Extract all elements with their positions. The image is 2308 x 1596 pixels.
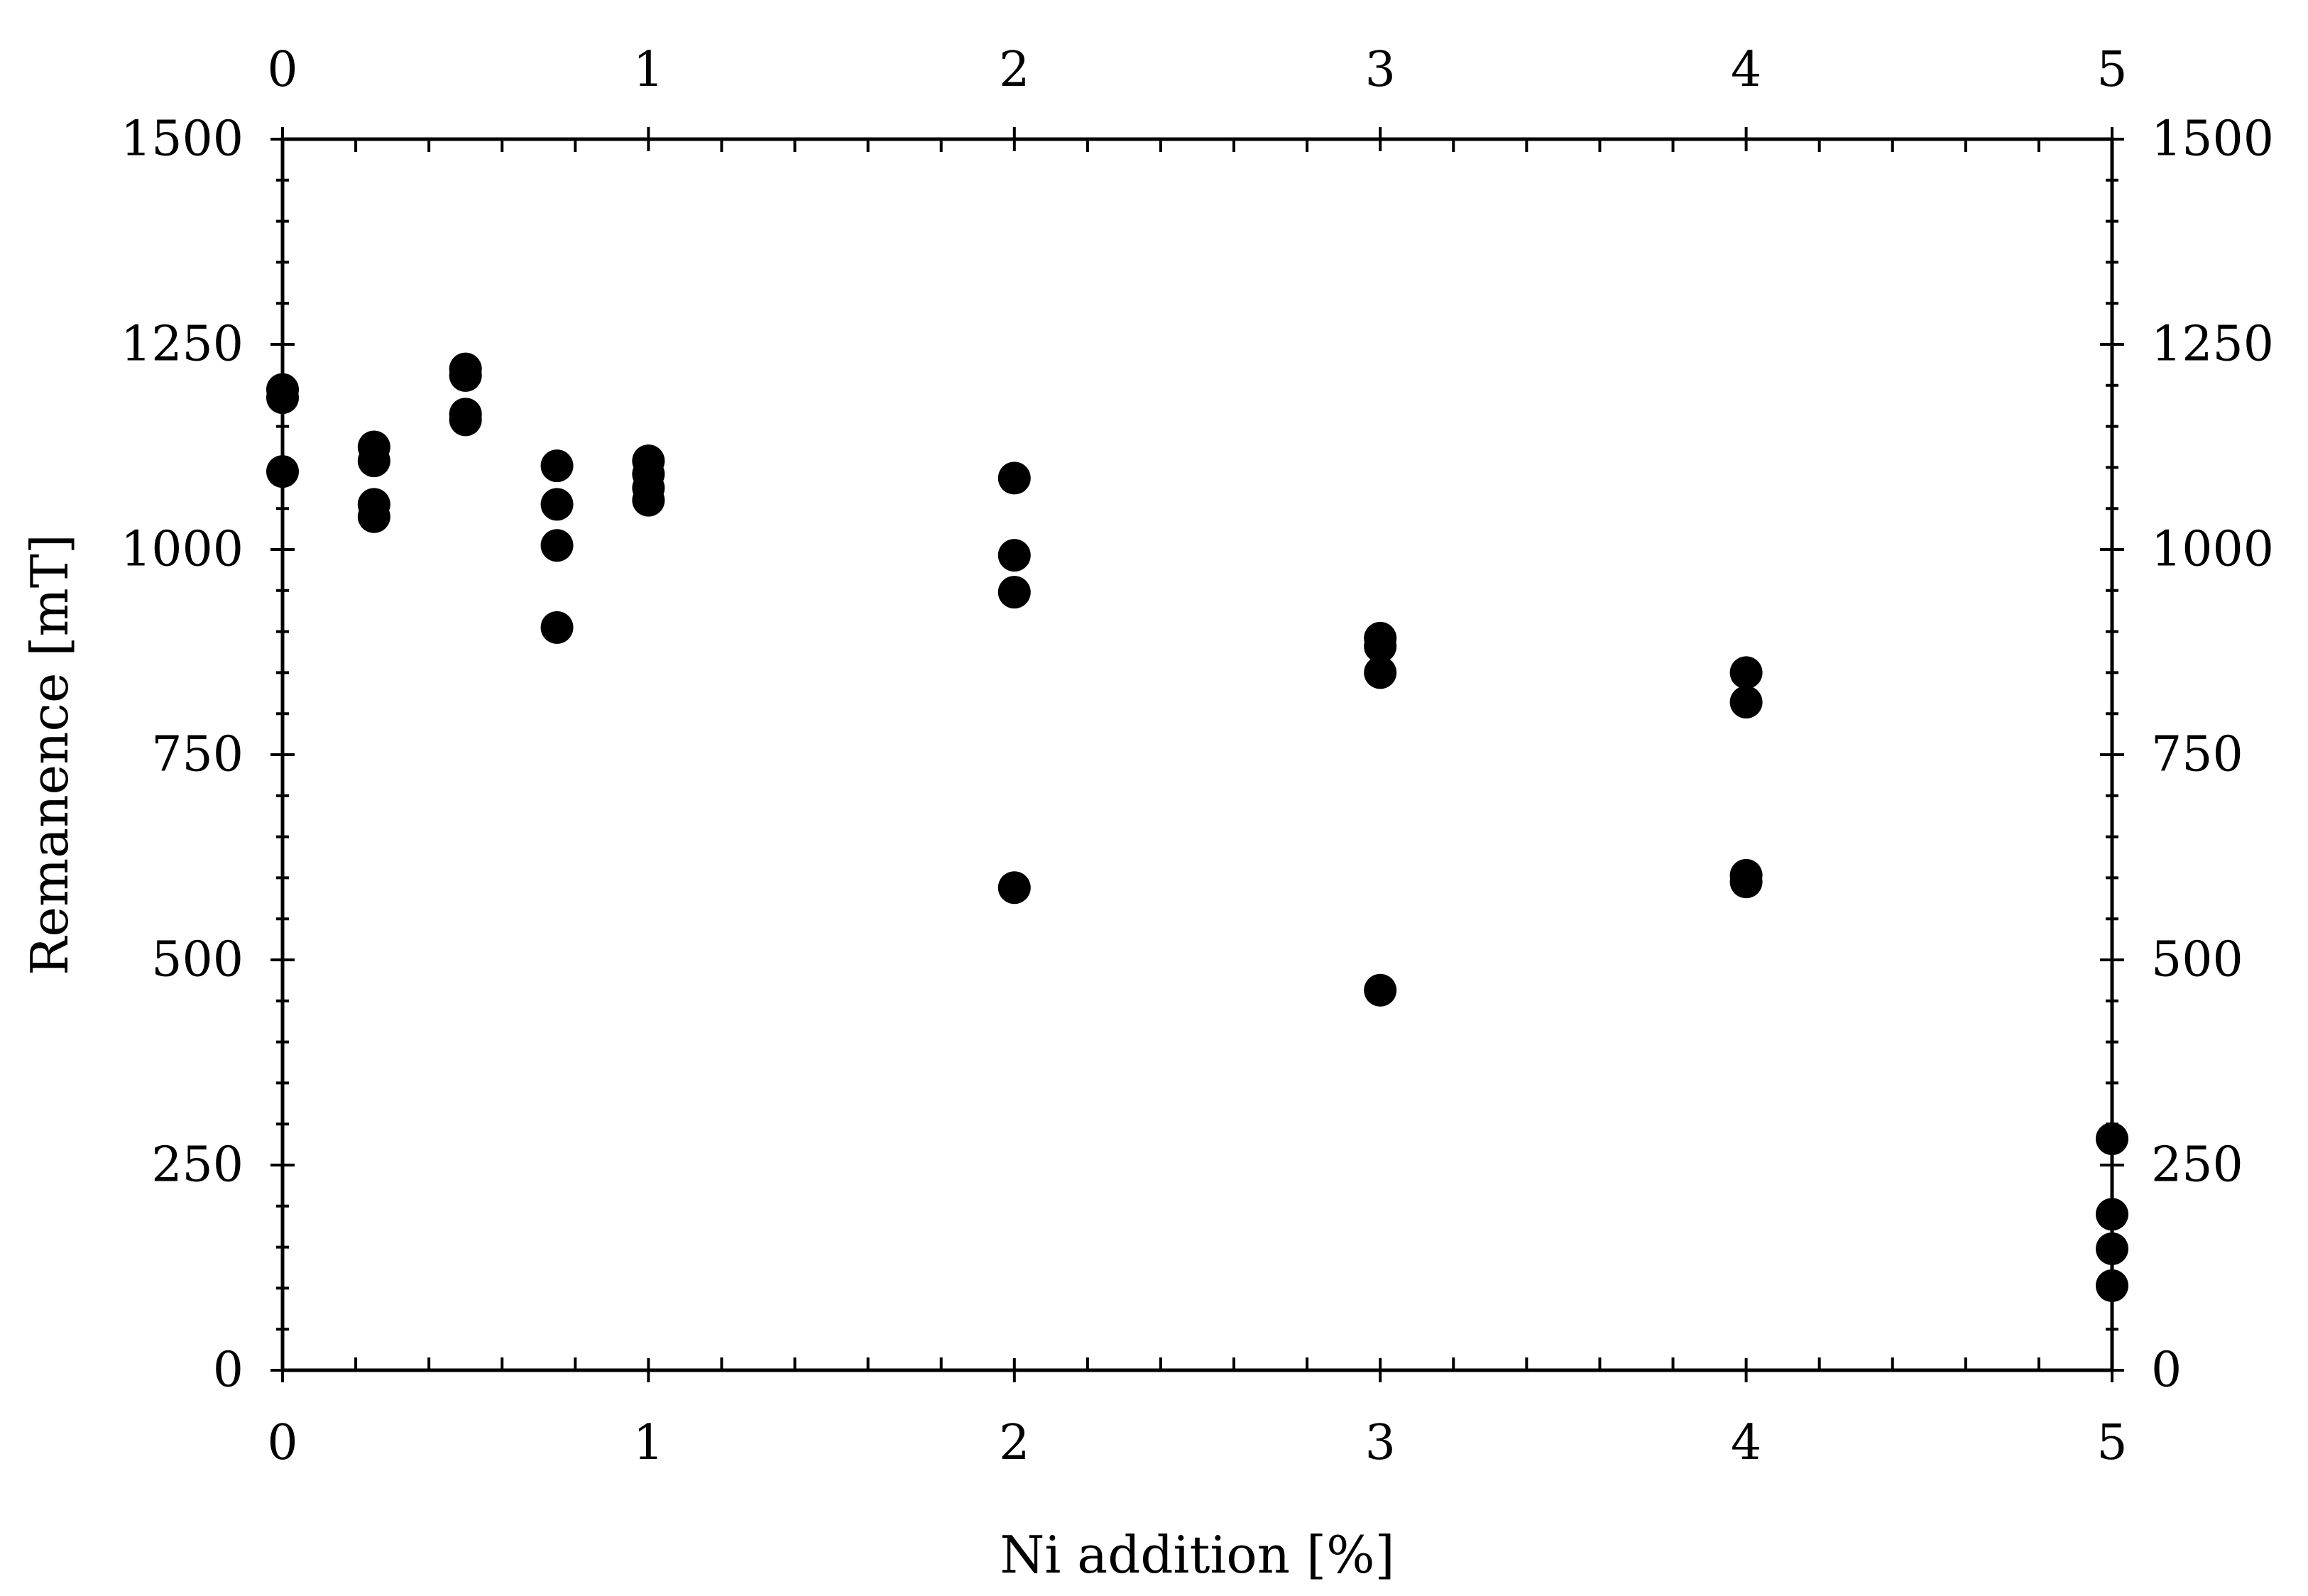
data-point — [266, 381, 299, 415]
top-x-tick-label: 3 — [1365, 42, 1396, 98]
data-point — [266, 455, 299, 488]
right-y-tick-label: 0 — [2151, 1343, 2182, 1399]
data-point — [357, 444, 390, 478]
data-point — [357, 500, 390, 533]
data-point — [540, 488, 574, 521]
data-point — [449, 359, 482, 392]
data-point — [997, 461, 1031, 495]
x-tick-label: 4 — [1731, 1415, 1761, 1471]
data-point — [997, 539, 1031, 572]
data-point — [632, 483, 665, 517]
points-layer — [266, 352, 2128, 1302]
right-y-tick-label: 250 — [2151, 1137, 2243, 1193]
data-point — [2096, 1269, 2128, 1302]
data-point — [540, 449, 574, 483]
right-y-tick-label: 1000 — [2151, 522, 2274, 578]
data-point — [2096, 1198, 2128, 1231]
y-tick-label: 250 — [151, 1137, 244, 1193]
data-point — [997, 871, 1031, 904]
top-x-tick-label: 2 — [999, 42, 1029, 98]
right-y-tick-label: 1500 — [2151, 111, 2274, 168]
y-tick-label: 750 — [151, 727, 244, 783]
x-tick-label: 3 — [1365, 1415, 1396, 1471]
data-point — [540, 611, 574, 644]
data-point — [1364, 656, 1397, 689]
top-x-tick-label: 5 — [2096, 42, 2127, 98]
right-y-tick-label: 500 — [2151, 932, 2243, 988]
data-point — [2096, 1122, 2128, 1156]
top-x-tick-label: 1 — [633, 42, 664, 98]
right-y-tick-label: 750 — [2151, 727, 2243, 783]
y-tick-label: 1250 — [121, 317, 244, 373]
data-point — [1729, 686, 1763, 719]
data-point — [449, 403, 482, 437]
plot-frame — [280, 137, 2114, 1372]
top-x-tick-label: 4 — [1731, 42, 1761, 98]
y-axis-title: Remanence [mT] — [20, 534, 80, 975]
data-point — [1729, 656, 1763, 689]
top-x-tick-label: 0 — [267, 42, 297, 98]
data-point — [540, 529, 574, 562]
x-tick-label: 2 — [999, 1415, 1029, 1471]
x-tick-label: 5 — [2096, 1415, 2127, 1471]
data-point — [1729, 865, 1763, 899]
x-axis-title: Ni addition [%] — [1000, 1525, 1394, 1585]
y-tick-label: 1500 — [121, 111, 244, 168]
y-tick-label: 0 — [213, 1343, 244, 1399]
x-tick-label: 1 — [633, 1415, 664, 1471]
data-point — [1364, 630, 1397, 663]
x-tick-label: 0 — [267, 1415, 297, 1471]
right-y-tick-label: 1250 — [2151, 317, 2274, 373]
data-point — [1364, 973, 1397, 1007]
y-tick-label: 500 — [151, 932, 244, 988]
ticks-layer — [270, 127, 2124, 1382]
data-point — [997, 576, 1031, 609]
y-tick-label: 1000 — [121, 522, 244, 578]
data-point — [2096, 1232, 2128, 1265]
